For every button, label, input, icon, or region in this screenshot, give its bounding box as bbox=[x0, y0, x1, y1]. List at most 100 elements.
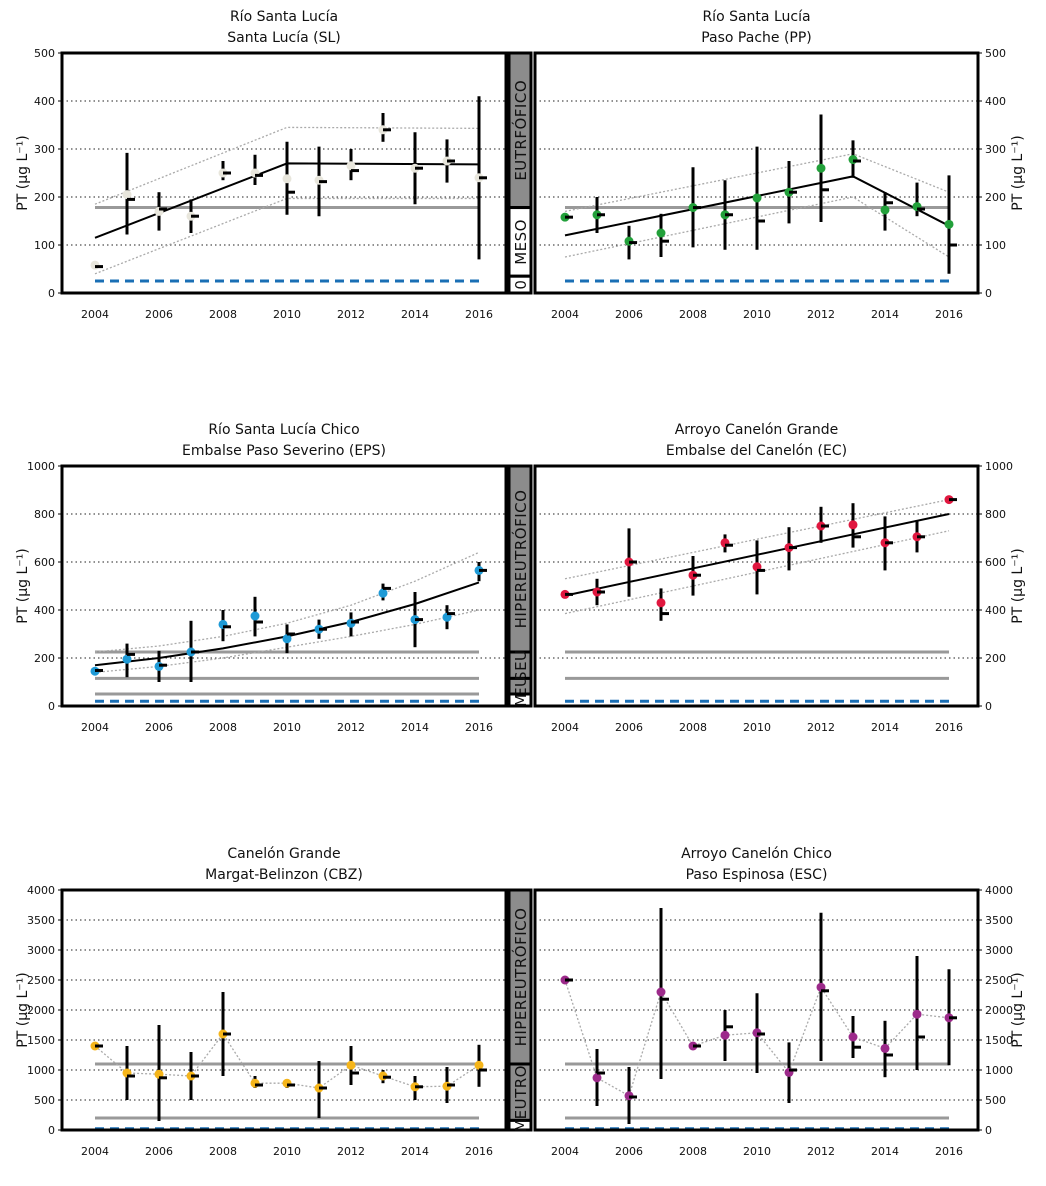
y-tick-label: 500 bbox=[34, 47, 55, 60]
chart-title-line-2: Margat-Belinzon (CBZ) bbox=[205, 867, 363, 883]
y-tick-label: 4000 bbox=[27, 884, 55, 897]
chart-title-line-2: Paso Pache (PP) bbox=[701, 30, 812, 46]
chart-title-line-1: Arroyo Canelón Chico bbox=[681, 846, 832, 862]
chart-title-line-1: Arroyo Canelón Grande bbox=[675, 422, 839, 438]
x-tick-label: 2012 bbox=[807, 1145, 835, 1158]
y-tick-label: 1500 bbox=[985, 1034, 1013, 1047]
mean-point bbox=[656, 987, 666, 997]
x-tick-label: 2008 bbox=[209, 1145, 237, 1158]
x-tick-label: 2012 bbox=[337, 1145, 365, 1158]
x-tick-label: 2006 bbox=[615, 1145, 643, 1158]
chart-title-line-1: Río Santa Lucía bbox=[230, 9, 338, 25]
mean-point bbox=[346, 161, 356, 171]
x-tick-label: 2012 bbox=[807, 308, 835, 321]
x-tick-label: 2004 bbox=[551, 1145, 579, 1158]
x-tick-label: 2008 bbox=[209, 721, 237, 734]
y-tick-label: 1000 bbox=[985, 1064, 1013, 1077]
trophic-band-label: EUTRFÓFICO bbox=[511, 80, 530, 181]
y-tick-label: 200 bbox=[985, 191, 1006, 204]
plot-frame bbox=[60, 888, 508, 1132]
y-tick-label: 800 bbox=[985, 508, 1006, 521]
trophic-band-label: HIPEREUTRÓFICO bbox=[511, 490, 530, 629]
y-tick-label: 1000 bbox=[27, 460, 55, 473]
mean-point bbox=[912, 1009, 922, 1019]
x-tick-label: 2016 bbox=[935, 1145, 963, 1158]
y-tick-label: 0 bbox=[985, 700, 992, 713]
plot-frame bbox=[60, 51, 508, 295]
y-tick-label: 0 bbox=[48, 287, 55, 300]
y-axis-label: PT (µg L⁻¹) bbox=[15, 972, 31, 1047]
y-tick-label: 100 bbox=[34, 239, 55, 252]
mean-point bbox=[656, 228, 666, 238]
y-tick-label: 500 bbox=[34, 1094, 55, 1107]
mean-point bbox=[346, 1060, 356, 1070]
x-tick-label: 2014 bbox=[401, 721, 429, 734]
trophic-band-segment bbox=[507, 1118, 533, 1132]
y-axis-label: PT (µg L⁻¹) bbox=[1010, 972, 1026, 1047]
ci-upper-line bbox=[94, 126, 480, 205]
panel-2: Río Santa Lucía Chico Embalse Paso Severi… bbox=[15, 422, 508, 734]
trend-line bbox=[564, 513, 950, 597]
x-tick-label: 2006 bbox=[145, 308, 173, 321]
y-tick-label: 1500 bbox=[27, 1034, 55, 1047]
trophic-state-band-0: EUTRFÓFICO MESO 0 bbox=[507, 51, 533, 295]
x-tick-label: 2006 bbox=[615, 308, 643, 321]
trophic-band-label: 0 bbox=[512, 280, 530, 290]
ci-lower-line bbox=[564, 196, 950, 258]
chart-title-line-2: Embalse del Canelón (EC) bbox=[666, 443, 847, 459]
panel-0: Río Santa Lucía Santa Lucía (SL) 0 100 200 30… bbox=[15, 9, 508, 321]
mean-point bbox=[378, 588, 388, 598]
y-axis-label: PT (µg L⁻¹) bbox=[15, 135, 31, 210]
y-tick-label: 3000 bbox=[27, 944, 55, 957]
y-tick-label: 3500 bbox=[27, 914, 55, 927]
y-tick-label: 1000 bbox=[27, 1064, 55, 1077]
y-tick-label: 400 bbox=[985, 95, 1006, 108]
y-tick-label: 3000 bbox=[985, 944, 1013, 957]
trophic-band-label: M bbox=[512, 1118, 530, 1131]
x-tick-label: 2014 bbox=[401, 1145, 429, 1158]
y-tick-label: 600 bbox=[34, 556, 55, 569]
mean-point bbox=[122, 654, 132, 664]
chart-title-line-2: Paso Espinosa (ESC) bbox=[686, 867, 828, 883]
x-tick-label: 2010 bbox=[743, 1145, 771, 1158]
y-tick-label: 3500 bbox=[985, 914, 1013, 927]
y-tick-label: 1000 bbox=[985, 460, 1013, 473]
x-tick-label: 2014 bbox=[401, 308, 429, 321]
x-tick-label: 2004 bbox=[551, 308, 579, 321]
mean-point bbox=[752, 193, 762, 203]
mean-point bbox=[656, 598, 666, 608]
y-tick-label: 0 bbox=[985, 1124, 992, 1137]
y-tick-label: 4000 bbox=[985, 884, 1013, 897]
panel-5: Arroyo Canelón Chico Paso Espinosa (ESC) 0… bbox=[533, 846, 1026, 1158]
y-tick-label: 200 bbox=[34, 652, 55, 665]
plot-frame bbox=[60, 464, 508, 708]
y-tick-label: 200 bbox=[985, 652, 1006, 665]
mean-point bbox=[282, 634, 292, 644]
mean-point bbox=[592, 1073, 602, 1083]
trophic-band-segment bbox=[507, 274, 533, 295]
mean-point bbox=[720, 1030, 730, 1040]
y-tick-label: 2500 bbox=[985, 974, 1013, 987]
x-tick-label: 2006 bbox=[615, 721, 643, 734]
x-tick-label: 2010 bbox=[273, 308, 301, 321]
mean-point bbox=[122, 190, 132, 200]
y-tick-label: 0 bbox=[48, 700, 55, 713]
y-tick-label: 0 bbox=[48, 1124, 55, 1137]
mean-point bbox=[880, 205, 890, 215]
x-tick-label: 2012 bbox=[337, 721, 365, 734]
trophic-band-label: SEU bbox=[512, 649, 530, 680]
ci-lower-line bbox=[94, 197, 479, 275]
plot-frame bbox=[533, 888, 980, 1132]
y-tick-label: 2500 bbox=[27, 974, 55, 987]
x-tick-label: 2006 bbox=[145, 1145, 173, 1158]
y-tick-label: 0 bbox=[985, 287, 992, 300]
x-tick-label: 2010 bbox=[273, 721, 301, 734]
mean-point bbox=[944, 219, 954, 229]
mean-point bbox=[816, 163, 826, 173]
mean-point bbox=[880, 1043, 890, 1053]
plot-frame bbox=[533, 51, 980, 295]
y-tick-label: 400 bbox=[34, 604, 55, 617]
mean-point bbox=[848, 1032, 858, 1042]
